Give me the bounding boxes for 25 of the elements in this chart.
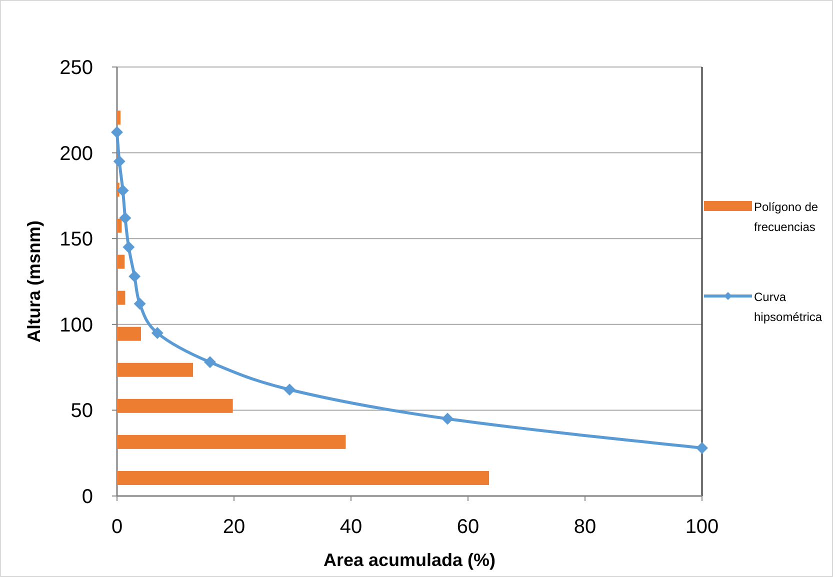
x-tick-label: 20 bbox=[222, 516, 246, 538]
x-tick-label: 80 bbox=[574, 516, 596, 538]
bar bbox=[117, 254, 125, 269]
legend-label: Curva hipsométrica bbox=[754, 290, 822, 324]
y-tick-label: 200 bbox=[60, 142, 93, 165]
y-tick-label: 50 bbox=[70, 400, 93, 422]
x-tick-label: 40 bbox=[340, 516, 362, 538]
bar bbox=[117, 434, 346, 449]
y-tick-label: 250 bbox=[60, 57, 93, 79]
bar bbox=[117, 218, 122, 233]
bar bbox=[117, 398, 233, 413]
x-axis-title: Area acumulada (%) bbox=[323, 550, 496, 570]
bar bbox=[117, 110, 121, 125]
x-tick-label: 60 bbox=[456, 516, 480, 538]
bar bbox=[117, 326, 141, 341]
y-axis-title: Altura (msnm) bbox=[24, 220, 44, 343]
legend-label: Polígono de frecuencias bbox=[754, 200, 818, 234]
bar bbox=[117, 362, 194, 377]
bar bbox=[117, 290, 126, 305]
bar bbox=[117, 470, 490, 485]
y-tick-label: 0 bbox=[82, 486, 93, 508]
y-tick-label: 150 bbox=[60, 228, 93, 251]
x-tick-label: 100 bbox=[685, 516, 719, 538]
y-tick-label: 100 bbox=[60, 314, 93, 336]
x-tick-label: 0 bbox=[111, 516, 123, 538]
